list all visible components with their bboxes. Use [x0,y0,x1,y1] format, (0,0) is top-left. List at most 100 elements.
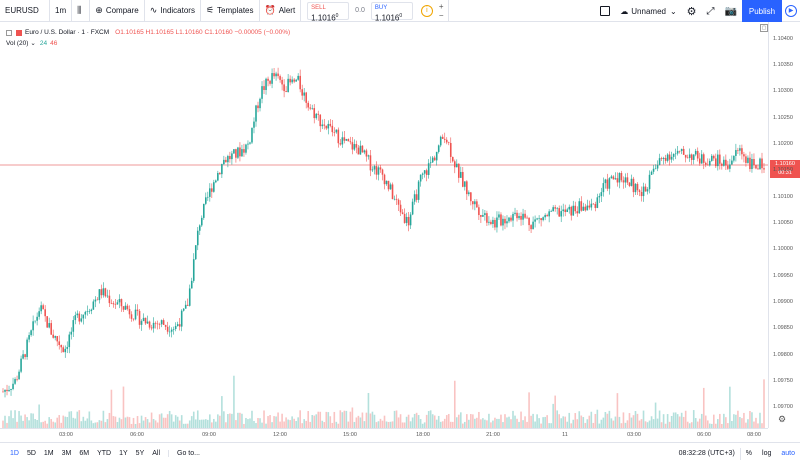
range-button[interactable]: 1Y [119,449,128,457]
candle-body [399,204,402,213]
fullscreen-button[interactable]: ⤢ [702,0,720,22]
candle-body [207,196,209,198]
candle-body [729,164,731,169]
chevron-down-icon[interactable]: ⌄ [30,40,36,47]
candle-body [494,219,496,228]
candle-body [2,391,4,393]
candle-body [504,218,506,224]
volume-bar [176,416,179,428]
volume-bar [204,419,207,428]
volume-bar [620,423,623,428]
range-button[interactable]: 5D [26,449,36,457]
volume-bar [20,415,22,428]
maximize-pane-icon[interactable]: ▢ [760,24,768,32]
volume-bar [704,415,707,428]
range-button[interactable]: 6M [79,449,90,457]
chart-pane[interactable] [0,22,768,428]
volume-bar [735,414,737,428]
candle-body [755,165,757,169]
increase-icon[interactable]: + [438,1,444,11]
snapshot-button[interactable]: 📷 [720,0,742,22]
volume-bar [22,420,24,428]
alarm-clock-icon: ⏰ [264,5,276,15]
sell-button[interactable]: SELL 1.10160 [307,1,350,22]
volume-bar [514,415,516,428]
alert-button[interactable]: ⏰ Alert [260,0,302,22]
range-button[interactable]: 1M [43,449,54,457]
candle-body [528,217,530,226]
chart-type-button[interactable]: ⫼ [72,0,91,22]
candle-body [403,213,406,223]
range-button[interactable]: 3M [61,449,72,457]
candle-body [453,161,456,168]
candle-body [753,158,755,166]
interval-selector[interactable]: 1m [50,0,73,22]
candle-body [688,154,691,158]
volume-bar [550,423,552,428]
settings-button[interactable]: ⚙ [682,0,702,22]
volume-bar [435,419,438,428]
volume-bar [763,379,765,428]
volume-bar [355,417,358,428]
goto-button[interactable]: Go to... [168,449,208,457]
volume-bar [122,386,125,428]
candle-body [331,125,334,133]
price-axis[interactable]: 1.10160 00:31 1.10400 1.10350 1.10300 1.102… [768,22,800,428]
volume-bar [194,419,197,428]
range-button[interactable]: 1D [10,449,19,457]
candle-body [556,208,558,209]
volume-bar [106,419,109,428]
collapse-icon[interactable] [6,29,12,36]
decrease-icon[interactable]: − [438,10,444,20]
gear-icon[interactable]: ⚙ [778,414,787,424]
range-button[interactable]: 5Y [135,449,145,457]
select-toggle[interactable] [595,0,615,22]
price-chart[interactable] [0,22,768,428]
compare-button[interactable]: ⊕ Compare [90,0,145,22]
volume-bar [624,422,627,428]
volume-bar [729,386,731,428]
candle-body [94,299,97,302]
volume-bar [393,410,396,428]
volume-indicator-label[interactable]: Vol (20) [6,40,29,47]
timezone-clock[interactable]: 08:32:28 (UTC+3) [678,450,735,457]
volume-bar [572,419,575,428]
layout-save-button[interactable]: ☁ Unnamed ⌄ [615,0,681,22]
candle-body [209,188,211,197]
candle-body [534,219,536,222]
candle-body [178,324,181,327]
time-axis[interactable]: 03:00 06:00 09:00 12:00 15:00 18:00 21:00 11 03:… [0,428,768,442]
price-axis-label: 1.10250 [773,114,793,121]
candle-body [20,358,22,372]
templates-button[interactable]: ⚟ Templates [201,0,260,22]
volume-bar [44,420,46,428]
publish-button[interactable]: Publish [742,0,782,22]
volume-bar [196,410,199,428]
price-axis-label: 1.10050 [773,220,793,226]
volume-bar [307,411,310,428]
volume-bar [644,421,647,428]
info-icon[interactable]: i [420,4,433,17]
range-button[interactable]: YTD [97,449,112,457]
candle-body [391,184,394,200]
percent-toggle[interactable]: % [745,450,753,457]
auto-scale-toggle[interactable]: auto [781,450,795,457]
candle-body [516,212,518,219]
volume-bar [739,417,741,428]
top-toolbar: EURUSD 1m ⫼ ⊕ Compare ∿ Indicators ⚟ Templa… [0,0,800,22]
range-button[interactable]: All [152,449,161,457]
volume-bar [313,415,316,428]
quantity-stepper[interactable]: + − [439,2,444,20]
candle-body [267,78,269,81]
volume-bar [409,421,412,428]
symbol-search[interactable]: EURUSD [0,0,50,22]
replay-button[interactable]: ▶ [782,0,800,22]
buy-button[interactable]: BUY 1.10160 [370,1,413,22]
volume-bar [58,415,61,428]
candle-body [455,163,458,168]
log-toggle[interactable]: log [762,450,772,457]
candle-body [544,215,546,218]
indicators-button[interactable]: ∿ Indicators [145,0,201,22]
candle-body [600,192,603,197]
volume-bar [154,420,157,428]
